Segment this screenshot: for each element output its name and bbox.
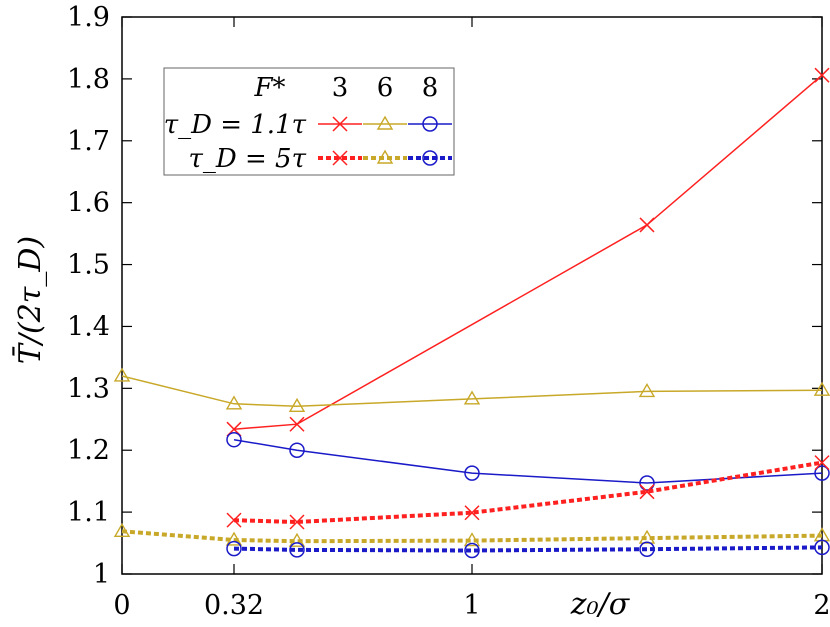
data-point — [289, 542, 305, 558]
data-point — [814, 67, 830, 83]
series-3 — [226, 431, 830, 491]
data-point — [639, 217, 655, 233]
series-line — [233, 74, 823, 430]
data-point — [463, 532, 481, 547]
data-point — [225, 395, 243, 410]
legend-sample-marker — [422, 150, 438, 166]
legend-column-label: 6 — [377, 73, 394, 103]
legend-sample-marker — [376, 115, 394, 130]
data-point — [226, 512, 242, 528]
legend: F* 3 6 8 τ_D = 1.1τ τ_D = 5τ — [163, 67, 455, 176]
x-tick-label: 2 — [813, 590, 830, 621]
x-tick-label: 0 — [113, 590, 130, 621]
data-point — [226, 540, 242, 557]
series-6 — [226, 539, 830, 559]
data-point — [288, 532, 306, 547]
legend-column-label: 8 — [422, 73, 439, 103]
axes: 1 1.1 1.2 1.3 1.4 1.5 1.6 1.7 1.8 1.9 0 0.32 1 2 — [67, 2, 830, 621]
series-layer — [113, 67, 830, 559]
x-axis-label: z₀/σ — [570, 587, 631, 622]
legend-header: F* — [253, 73, 285, 103]
y-tick-label: 1 — [93, 559, 110, 590]
data-point — [226, 431, 242, 448]
series-line — [233, 545, 823, 553]
y-tick-label: 1.9 — [67, 2, 110, 33]
data-point — [464, 505, 480, 521]
series-line — [121, 529, 823, 544]
series-4 — [226, 455, 830, 530]
data-point — [289, 442, 305, 458]
data-point — [814, 465, 830, 481]
y-axis-label: T̄/(2τ_D) — [12, 236, 48, 364]
y-tick-label: 1.8 — [67, 64, 110, 95]
y-tick-label: 1.1 — [67, 497, 110, 528]
legend-sample-marker — [332, 116, 348, 132]
legend-sample-marker — [332, 150, 348, 166]
data-point — [639, 541, 655, 557]
data-point — [813, 381, 830, 396]
y-tick-label: 1.6 — [67, 188, 110, 219]
legend-sample-marker — [422, 116, 438, 132]
data-point — [638, 529, 656, 544]
data-point — [464, 465, 480, 481]
data-point — [639, 484, 655, 500]
data-point — [289, 514, 305, 530]
data-point — [113, 522, 131, 537]
data-point — [639, 475, 655, 491]
y-tick-label: 1.7 — [67, 126, 110, 157]
x-tick-label: 0.32 — [204, 590, 264, 621]
series-2 — [113, 367, 830, 412]
data-point — [113, 367, 131, 382]
series-line — [233, 460, 823, 525]
series-line — [233, 438, 823, 484]
legend-sample-marker — [376, 149, 394, 164]
data-point — [289, 416, 305, 432]
data-point — [814, 455, 830, 471]
data-point — [288, 397, 306, 412]
series-line — [121, 375, 823, 408]
y-tick-label: 1.3 — [67, 373, 110, 404]
data-point — [463, 390, 481, 405]
y-tick-label: 1.4 — [67, 311, 110, 342]
legend-row-label: τ_D = 5τ — [189, 144, 307, 174]
data-point — [225, 531, 243, 546]
y-tick-label: 1.5 — [67, 250, 110, 281]
axis-labels: z₀/σ T̄/(2τ_D) — [12, 236, 631, 622]
x-tick-label: 1 — [463, 590, 480, 621]
data-point — [814, 539, 830, 556]
legend-column-label: 3 — [332, 73, 349, 103]
data-point — [638, 383, 656, 398]
data-point — [464, 542, 480, 559]
legend-row-label: τ_D = 1.1τ — [164, 110, 307, 140]
y-tick-label: 1.2 — [67, 435, 110, 466]
